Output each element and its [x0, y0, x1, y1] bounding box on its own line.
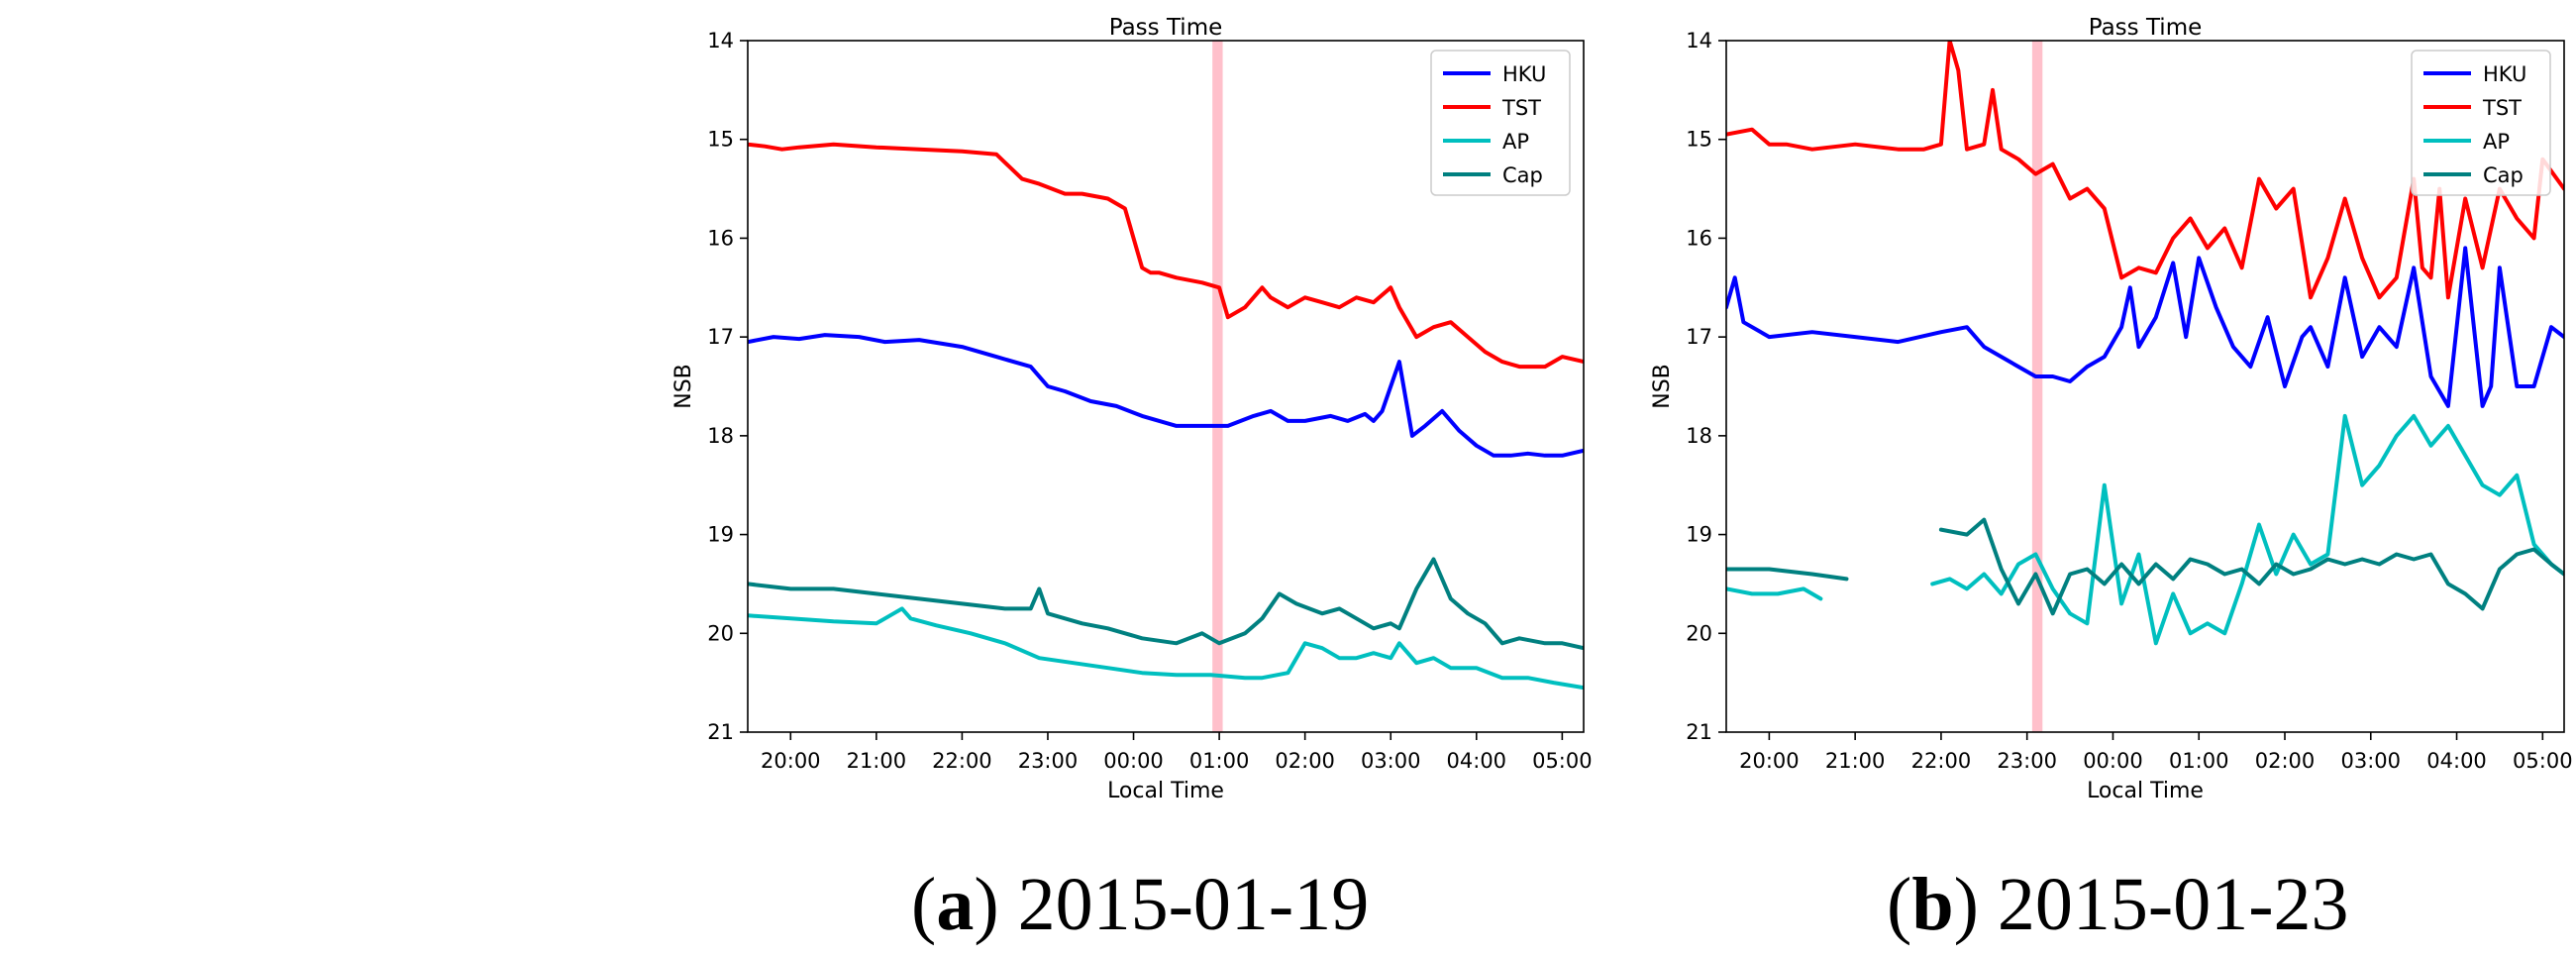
panel-1-y-tick-label: 19 [1686, 523, 1712, 547]
panel-1-x-tick-label: 22:00 [1911, 749, 1972, 773]
panel-1-legend-box [2411, 50, 2551, 196]
panel-0-y-axis-label: NSB [671, 364, 696, 409]
panel-1-y-tick-label: 14 [1686, 29, 1712, 53]
panel-1-x-axis-label: Local Time [2087, 779, 2204, 803]
panel-1-y-tick-label: 17 [1686, 325, 1712, 349]
panel-0-chart-title: Pass Time [1109, 15, 1223, 41]
panel-1-chart-title: Pass Time [2089, 15, 2203, 41]
panel-1-series-line-hku [1726, 246, 2564, 408]
panel-1-x-tick-label: 03:00 [2341, 749, 2402, 773]
panel-1-y-tick-label: 20 [1686, 621, 1712, 645]
panel-1-y-tick-label: 21 [1686, 720, 1712, 744]
panel-1-x-tick-label: 05:00 [2513, 749, 2573, 773]
panel-0-x-tick-label: 05:00 [1532, 749, 1593, 773]
caption-b-date: 2015-01-23 [1997, 863, 2349, 946]
panel-1-x-tick-label: 00:00 [2083, 749, 2143, 773]
panel-1-legend-label-hku: HKU [2483, 62, 2526, 86]
panel-1-y-tick-label: 15 [1686, 128, 1712, 152]
panel-a: 14 15 16 17 18 19 20 21 20:00 21:00 22:00 23:00 00:0… [671, 15, 1593, 803]
panel-b: 14 15 16 17 18 19 20 21 20:00 21:00 22:00 23:00 00:0… [1650, 15, 2573, 803]
panel-1-legend-label-cap: Cap [2483, 163, 2524, 187]
panel-1-x-tick-label: 04:00 [2426, 749, 2487, 773]
panel-0-series-line-hku [748, 333, 1584, 458]
caption-a-letter: a [936, 863, 975, 946]
panel-0-x-tick-label: 04:00 [1447, 749, 1507, 773]
panel-0-pass-time-band [1212, 41, 1223, 732]
panel-0-series-line-cap [748, 557, 1584, 651]
panel-1-series-line-tst [1726, 41, 2564, 300]
panel-0-legend-label-cap: Cap [1502, 163, 1543, 187]
caption-a-date: 2015-01-19 [1017, 863, 1370, 946]
panel-0-legend: HKU TST AP Cap [1430, 50, 1571, 196]
caption-b: (b) 2015-01-23 [1887, 863, 2349, 946]
panel-1-legend-label-ap: AP [2483, 130, 2510, 154]
panel-1-legend-label-tst: TST [2482, 96, 2522, 120]
panel-0-x-tick-label: 02:00 [1275, 749, 1335, 773]
panel-1-legend: HKU TST AP Cap [2411, 50, 2551, 196]
panel-0-x-tick-label: 20:00 [761, 749, 821, 773]
panel-0-axes-frame [747, 40, 1585, 733]
panel-0-x-tick-label: 21:00 [847, 749, 907, 773]
panel-1-pass-time-band [2031, 41, 2043, 732]
panel-0-legend-label-tst: TST [1501, 96, 1541, 120]
panel-1-y-tick-label: 16 [1686, 226, 1712, 250]
panel-0-x-axis-label: Local Time [1107, 779, 1224, 803]
panel-1-x-tick-label: 23:00 [1997, 749, 2057, 773]
panel-0-legend-label-ap: AP [1502, 130, 1529, 154]
panel-1-x-tick-label: 02:00 [2255, 749, 2316, 773]
panel-1-x-tick-label: 20:00 [1739, 749, 1800, 773]
panel-0-legend-box [1430, 50, 1571, 196]
panel-0-y-tick-label: 16 [707, 226, 734, 250]
panel-1-x-tick-label: 01:00 [2169, 749, 2229, 773]
panel-0-x-tick-label: 03:00 [1361, 749, 1421, 773]
panel-0-x-tick-label: 01:00 [1189, 749, 1250, 773]
panel-1-series-line-cap [1726, 517, 2564, 616]
panel-1-series-group [1726, 41, 2564, 646]
panel-0-x-tick-label: 22:00 [932, 749, 992, 773]
panel-1-x-tick-label: 21:00 [1825, 749, 1886, 773]
panel-0-y-tick-label: 14 [707, 29, 734, 53]
panel-0-y-tick-label: 21 [707, 720, 734, 744]
panel-0-series-line-tst [748, 142, 1584, 370]
panel-0-x-tick-label: 00:00 [1103, 749, 1164, 773]
panel-1-axes-frame [1725, 40, 2565, 733]
panel-0-y-tick-label: 17 [707, 325, 734, 349]
panel-0-legend-label-hku: HKU [1502, 62, 1546, 86]
panel-0-x-tick-label: 23:00 [1018, 749, 1079, 773]
panel-0-y-tick-label: 18 [707, 424, 734, 448]
panel-0-y-tick-label: 20 [707, 621, 734, 645]
panel-0-y-tick-label: 15 [707, 128, 734, 152]
panel-0-y-tick-label: 19 [707, 523, 734, 547]
panel-0-series-line-ap [748, 606, 1584, 691]
panel-1-y-axis-label: NSB [1650, 364, 1675, 409]
caption-b-letter: b [1911, 863, 1954, 946]
panel-1-y-tick-label: 18 [1686, 424, 1712, 448]
panel-1-series-line-ap [1726, 413, 2564, 646]
caption-a: (a) 2015-01-19 [911, 863, 1370, 946]
panel-0-series-group [748, 142, 1584, 691]
